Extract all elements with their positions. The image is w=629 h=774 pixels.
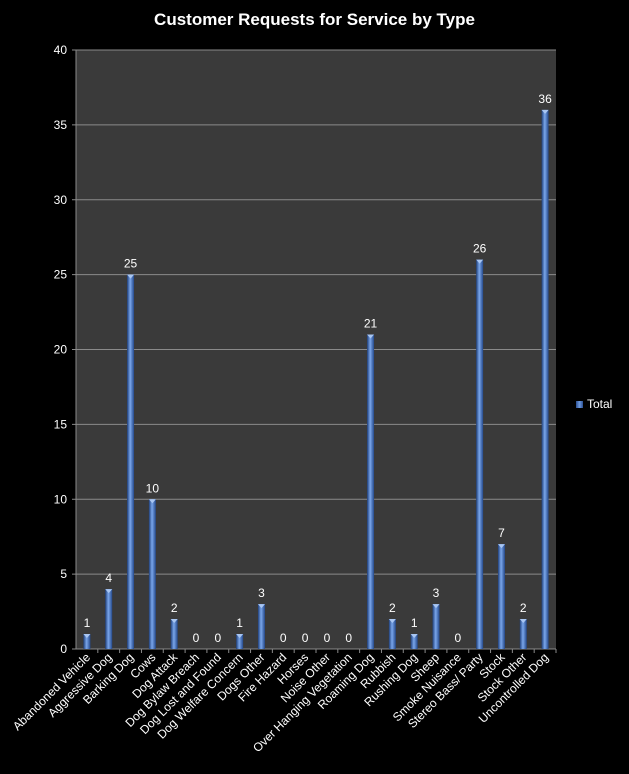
data-label: 26	[473, 242, 487, 256]
bar	[83, 634, 91, 649]
bar	[497, 544, 505, 649]
bar	[388, 619, 396, 649]
bar	[476, 259, 484, 649]
bar-cap	[105, 589, 113, 594]
data-label: 7	[498, 526, 505, 540]
data-label: 21	[364, 317, 378, 331]
bar-cap	[541, 109, 549, 114]
data-label: 2	[389, 601, 396, 615]
y-tick-label: 10	[54, 492, 68, 506]
bar	[257, 604, 265, 649]
bar	[519, 619, 527, 649]
y-tick-label: 5	[60, 567, 67, 581]
y-tick-label: 0	[60, 642, 67, 656]
data-label: 0	[280, 631, 287, 645]
data-label: 0	[214, 631, 221, 645]
legend: Total	[576, 397, 612, 411]
bar-cap	[476, 259, 484, 264]
bar	[170, 619, 178, 649]
legend-swatch-total	[576, 400, 583, 408]
bar-cap	[497, 544, 505, 549]
data-label: 2	[171, 601, 178, 615]
bar-cap	[236, 634, 244, 639]
bar-cap	[410, 634, 418, 639]
bar	[432, 604, 440, 649]
bar-cap	[432, 604, 440, 609]
bar-cap	[148, 499, 156, 504]
y-tick-label: 30	[54, 193, 68, 207]
chart-title: Customer Requests for Service by Type	[154, 10, 475, 29]
bar-cap	[388, 619, 396, 624]
bar	[410, 634, 418, 649]
data-label: 0	[454, 631, 461, 645]
data-label: 0	[302, 631, 309, 645]
data-label: 36	[538, 92, 552, 106]
bar	[105, 589, 113, 649]
y-tick-label: 15	[54, 417, 68, 431]
y-tick-label: 20	[54, 343, 68, 357]
bar	[367, 334, 375, 649]
legend-label-total: Total	[587, 397, 613, 411]
data-label: 0	[324, 631, 331, 645]
data-label: 0	[345, 631, 352, 645]
bar-cap	[367, 334, 375, 339]
data-label: 1	[236, 616, 243, 630]
y-tick-label: 35	[54, 118, 68, 132]
bar-cap	[257, 604, 265, 609]
data-label: 2	[520, 601, 527, 615]
bar-cap	[83, 634, 91, 639]
data-label: 1	[411, 616, 418, 630]
bar	[236, 634, 244, 649]
bar	[148, 499, 156, 649]
data-label: 3	[258, 586, 265, 600]
bar-cap	[170, 619, 178, 624]
data-label: 4	[105, 571, 112, 585]
data-label: 25	[124, 257, 138, 271]
bar	[127, 274, 135, 649]
data-label: 0	[193, 631, 200, 645]
bar-cap	[519, 619, 527, 624]
y-tick-label: 40	[54, 43, 68, 57]
data-label: 10	[146, 481, 160, 495]
data-label: 1	[84, 616, 91, 630]
y-tick-label: 25	[54, 268, 68, 282]
bar-cap	[127, 274, 135, 279]
data-label: 3	[433, 586, 440, 600]
bar	[541, 109, 549, 649]
